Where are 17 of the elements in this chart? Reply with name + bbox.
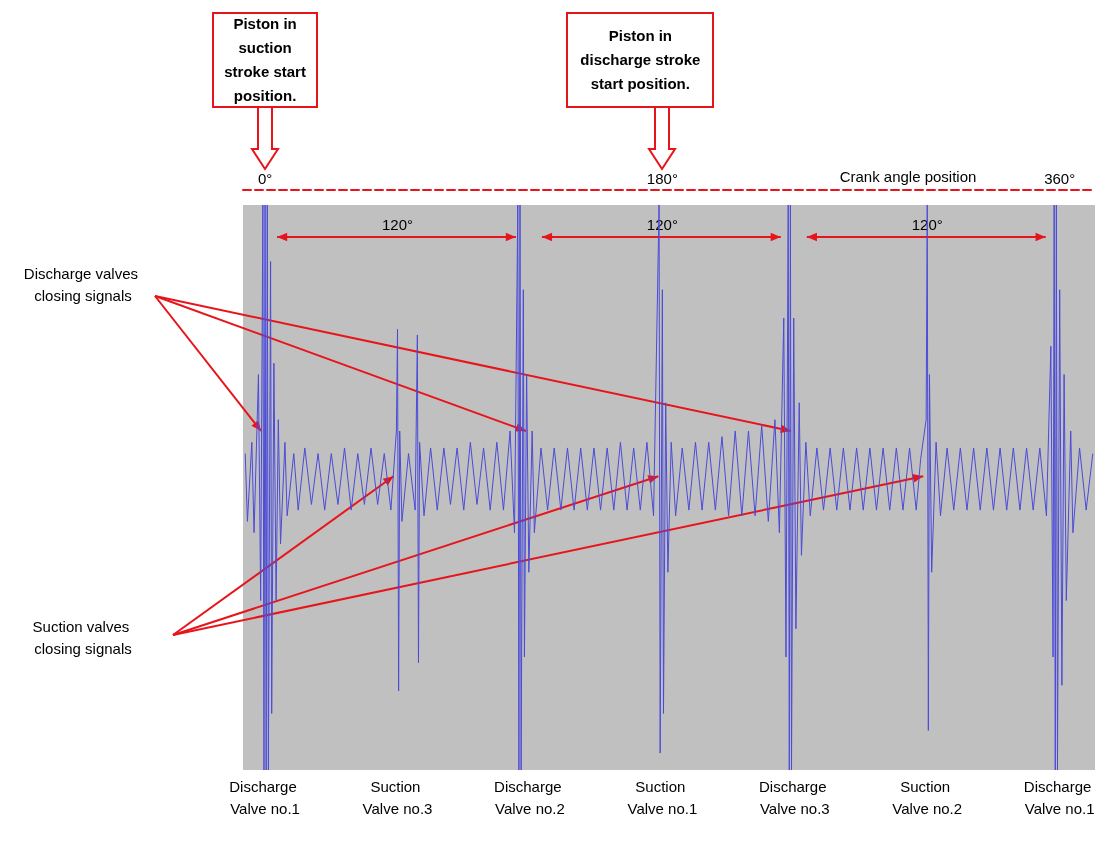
annotation: 120° (646, 215, 678, 233)
text: Discharge Valve no.2 (494, 777, 566, 817)
callout-box: Piston in discharge stroke start position. (566, 12, 715, 108)
x-tick-label: 360° (1044, 170, 1076, 187)
x-axis-title: Crank angle position (839, 167, 977, 185)
callout-box: Piston in suction stroke start position. (212, 12, 319, 108)
annotation: 120° (381, 215, 414, 233)
text: Discharge Valve no.1 (1023, 777, 1096, 817)
text: Discharge Valve no.1 (229, 777, 301, 817)
x-tick-label: 0° (257, 170, 273, 187)
text: Suction Valve no.3 (362, 777, 433, 817)
x-tick-label: 180° (646, 170, 678, 187)
text: Suction Valve no.2 (892, 777, 963, 817)
text: Discharge valves closing signals (23, 264, 143, 304)
text: Suction Valve no.1 (627, 777, 698, 817)
text: Discharge Valve no.3 (758, 777, 831, 817)
text: Suction valves closing signals (32, 617, 134, 657)
